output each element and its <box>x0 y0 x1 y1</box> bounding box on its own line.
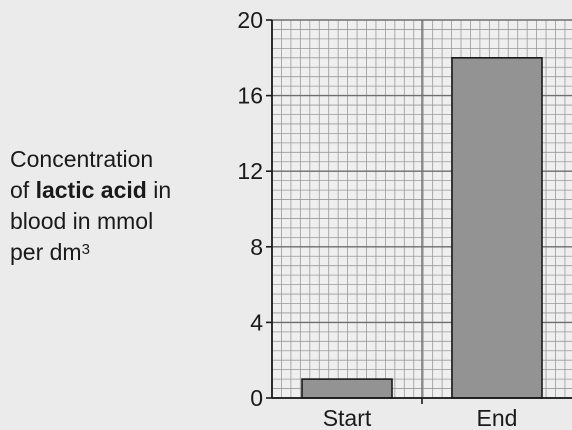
y-label-bold: lactic acid <box>35 177 147 203</box>
y-label-line1: Concentration <box>10 146 154 172</box>
x-tick-label-start: Start <box>323 405 372 430</box>
y-tick-label: 0 <box>250 385 263 411</box>
y-label-line2b: in <box>146 177 172 203</box>
y-tick-label: 8 <box>250 234 263 260</box>
y-tick-label: 16 <box>237 83 263 109</box>
bar-start <box>301 378 393 399</box>
y-label-line2a: of <box>10 177 36 203</box>
bar-end <box>451 56 543 399</box>
y-label-line3: blood in mmol <box>10 208 154 234</box>
x-ticks: Start End <box>323 398 518 430</box>
y-ticks: 0 4 8 12 16 20 <box>237 7 272 411</box>
bars <box>301 56 543 399</box>
y-tick-label: 4 <box>250 309 263 335</box>
y-tick-label: 20 <box>237 7 263 33</box>
y-axis-label: Concentration of lactic acid in blood in… <box>10 144 171 268</box>
y-label-line4: per dm <box>10 239 82 265</box>
y-tick-label: 12 <box>237 158 263 184</box>
y-label-superscript: 3 <box>81 241 90 258</box>
x-tick-label-end: End <box>477 405 518 430</box>
